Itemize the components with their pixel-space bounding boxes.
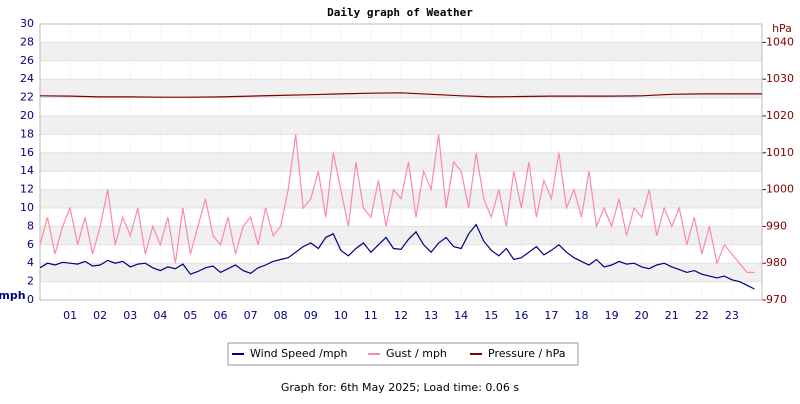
y-tick-label: 0 [27,293,34,306]
series-line [39,223,755,290]
y2-tick-label: 990 [766,219,787,232]
y-tick-label: 12 [20,183,34,196]
x-tick-label: 09 [304,309,318,322]
x-tick-label: 22 [695,309,709,322]
grid-band [40,116,762,135]
x-tick-label: 01 [63,309,77,322]
y2-tick-label: 1040 [766,35,794,48]
y-tick-label: 6 [27,238,34,251]
x-tick-label: 10 [334,309,348,322]
legend-label: Gust / mph [386,347,447,360]
y-axis-label: mph [0,289,26,302]
x-tick-label: 23 [725,309,739,322]
series-line [39,134,755,273]
legend-label: Pressure / hPa [488,347,566,360]
x-tick-label: 08 [274,309,288,322]
x-tick-label: 05 [183,309,197,322]
y-tick-label: 24 [20,72,34,85]
plot-frame [39,23,763,301]
legend-label: Wind Speed /mph [250,347,348,360]
x-tick-label: 19 [605,309,619,322]
y-tick-label: 10 [20,201,34,214]
y-tick-label: 20 [20,109,34,122]
x-tick-label: 13 [424,309,438,322]
x-tick-label: 21 [665,309,679,322]
footer: Graph for: 6th May 2025; Load time: 0.06… [281,381,520,394]
x-tick-label: 14 [454,309,468,322]
y-tick-label: 30 [20,17,34,30]
x-tick-label: 16 [514,309,528,322]
y2-tick-label: 970 [766,293,787,306]
y2-tick-label: 980 [766,256,787,269]
y-tick-label: 26 [20,54,34,67]
y-tick-label: 4 [27,256,34,269]
x-tick-label: 15 [484,309,498,322]
y-tick-label: 2 [27,275,34,288]
y2-axis-label: hPa [772,22,792,35]
x-tick-label: 11 [364,309,378,322]
y-tick-label: 18 [20,127,34,140]
x-tick-label: 18 [575,309,589,322]
legend-box [227,342,579,366]
y-tick-label: 14 [20,164,34,177]
y-tick-label: 22 [20,91,34,104]
x-tick-label: 02 [93,309,107,322]
y-tick-label: 8 [27,219,34,232]
y2-tick-label: 1020 [766,109,794,122]
x-tick-label: 06 [214,309,228,322]
y2-tick-label: 1010 [766,146,794,159]
x-tick-label: 04 [153,309,167,322]
y-tick-label: 28 [20,35,34,48]
x-tick-label: 20 [635,309,649,322]
series-line [39,92,762,98]
y-tick-label: 16 [20,146,34,159]
x-tick-label: 07 [244,309,258,322]
x-tick-label: 17 [544,309,558,322]
chart-title: Daily graph of Weather [327,6,473,19]
y2-tick-label: 1000 [766,183,794,196]
y2-tick-label: 1030 [766,72,794,85]
x-tick-label: 03 [123,309,137,322]
x-tick-label: 12 [394,309,408,322]
